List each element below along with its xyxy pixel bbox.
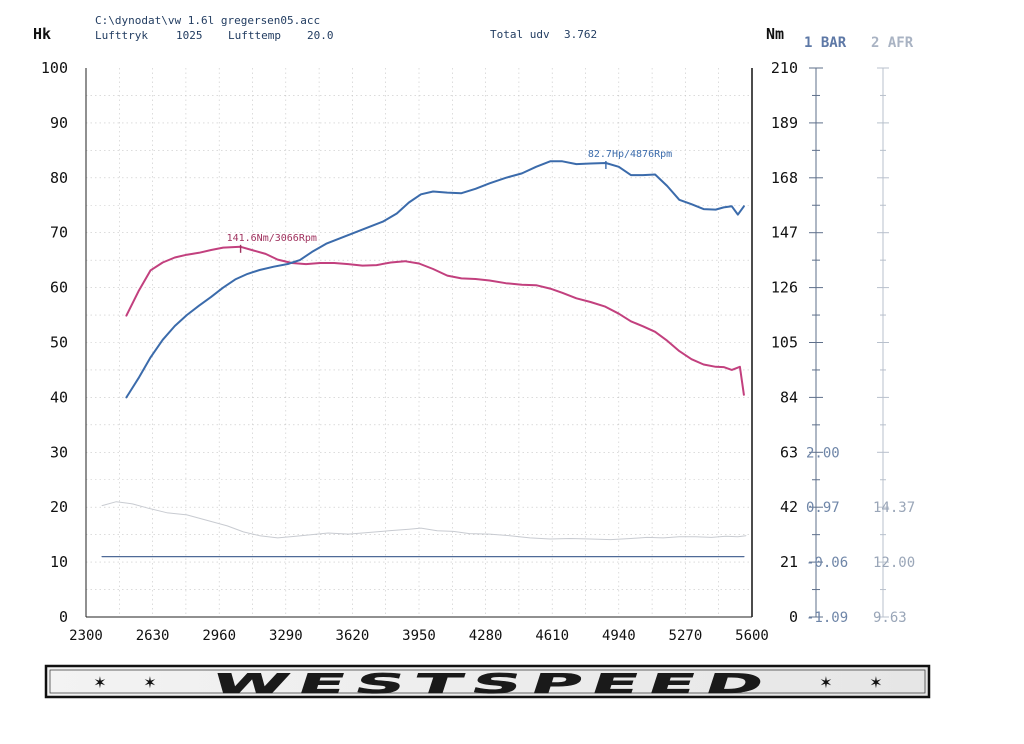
nm-tick-label: 21 xyxy=(780,553,798,571)
total-label: Total udv xyxy=(490,28,550,41)
temp-label: Lufttemp xyxy=(228,29,281,42)
left-axis-title: Hk xyxy=(33,25,51,43)
peak-label: 141.6Nm/3066Rpm xyxy=(227,233,317,244)
brand-logo: WESTSPEED xyxy=(208,668,778,700)
afr-tick-label: 9.63 xyxy=(873,610,907,626)
rpm-tick-label: 3620 xyxy=(336,628,370,644)
afr-axis: 9.63 12.00 14.37 xyxy=(873,67,915,626)
rpm-tick-label: 2300 xyxy=(69,628,103,644)
star-icon: ✶ xyxy=(819,673,832,692)
rpm-tick-label: 3950 xyxy=(402,628,436,644)
bar-tick-label: 2.00 xyxy=(806,445,840,461)
nm-tick-label: 147 xyxy=(771,224,798,242)
afr-tick-label: 12.00 xyxy=(873,555,915,571)
series-line-afr xyxy=(101,501,747,541)
hp-tick-label: 50 xyxy=(50,334,68,352)
rpm-tick-label: 4940 xyxy=(602,628,636,644)
hp-tick-label: 30 xyxy=(50,443,68,461)
bar-tick-label: -0.06 xyxy=(806,555,848,571)
rpm-tick-label: 5600 xyxy=(735,628,769,644)
file-path: C:\dynodat\vw 1.6l gregersen05.acc xyxy=(95,14,320,27)
rpm-tick-label: 5270 xyxy=(669,628,703,644)
peak-label: 82.7Hp/4876Rpm xyxy=(588,149,672,160)
right-axis-title: Nm xyxy=(766,25,784,43)
legend-afr: 2 AFR xyxy=(871,35,914,51)
grid xyxy=(86,68,752,617)
bar-tick-label: -1.09 xyxy=(806,610,848,626)
hp-tick-label: 60 xyxy=(50,279,68,297)
hp-tick-label: 40 xyxy=(50,388,68,406)
total-value: 3.762 xyxy=(564,28,597,41)
nm-tick-labels: 0 21 42 63 84 105 126 147 168 189 210 xyxy=(771,59,798,626)
rpm-tick-label: 2960 xyxy=(202,628,236,644)
bar-tick-label: 0.97 xyxy=(806,500,840,516)
rpm-tick-label: 3290 xyxy=(269,628,303,644)
brand-banner: ✶ ✶ ✶ ✶ WESTSPEED xyxy=(44,664,931,700)
hp-tick-label: 10 xyxy=(50,553,68,571)
nm-tick-label: 0 xyxy=(789,608,798,626)
nm-tick-label: 84 xyxy=(780,388,798,406)
nm-tick-label: 105 xyxy=(771,334,798,352)
series-layer xyxy=(101,160,747,558)
nm-tick-label: 210 xyxy=(771,59,798,77)
hp-tick-label: 20 xyxy=(50,498,68,516)
hp-tick-label: 90 xyxy=(50,114,68,132)
rpm-tick-label: 4280 xyxy=(469,628,503,644)
afr-tick-label: 14.37 xyxy=(873,500,915,516)
series-line-nm xyxy=(125,245,745,396)
legend-bar: 1 BAR xyxy=(804,35,847,51)
hp-tick-label: 80 xyxy=(50,169,68,187)
series-line-hp xyxy=(125,160,745,399)
nm-tick-label: 189 xyxy=(771,114,798,132)
hp-tick-label: 0 xyxy=(59,608,68,626)
nm-tick-label: 168 xyxy=(771,169,798,187)
nm-tick-label: 42 xyxy=(780,498,798,516)
rpm-tick-label: 2630 xyxy=(136,628,170,644)
rpm-tick-label: 4610 xyxy=(535,628,569,644)
nm-tick-label: 126 xyxy=(771,279,798,297)
hp-tick-label: 100 xyxy=(41,59,68,77)
star-icon: ✶ xyxy=(93,673,106,692)
rpm-tick-labels: 2300 2630 2960 3290 3620 3950 4280 4610 4940 5270… xyxy=(69,628,769,644)
brand-banner-inner xyxy=(49,669,926,694)
bar-axis: -1.09 -0.06 0.97 2.00 xyxy=(806,67,848,626)
nm-tick-label: 63 xyxy=(780,443,798,461)
pressure-value: 1025 xyxy=(176,29,203,42)
annotation-layer: 82.7Hp/4876Rpm 141.6Nm/3066Rpm xyxy=(227,149,672,253)
brand-banner-frame xyxy=(44,664,931,699)
hp-tick-labels: 0 10 20 30 40 50 60 70 80 90 100 xyxy=(41,59,68,626)
hp-tick-label: 70 xyxy=(50,224,68,242)
temp-value: 20.0 xyxy=(307,29,334,42)
star-icon: ✶ xyxy=(143,673,156,692)
star-icon: ✶ xyxy=(869,673,882,692)
pressure-label: Lufttryk xyxy=(95,29,148,42)
